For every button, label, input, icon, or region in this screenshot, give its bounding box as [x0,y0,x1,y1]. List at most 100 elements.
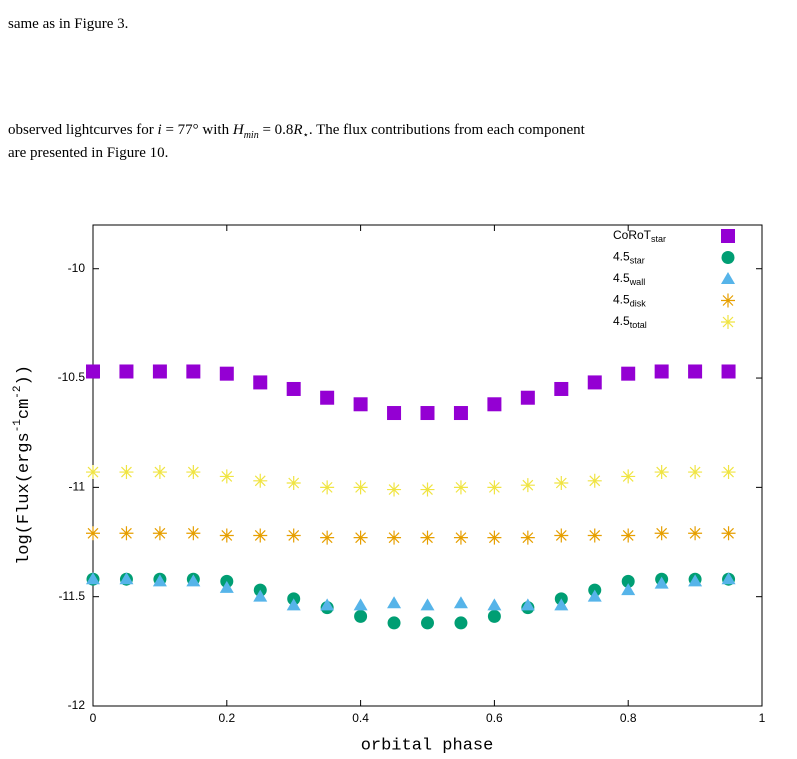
square-marker [152,364,167,379]
circle-marker [487,609,501,623]
legend-marker [721,229,735,243]
asterisk-marker [219,528,234,543]
asterisk-marker [387,530,402,545]
square-marker [86,364,100,379]
asterisk-marker [520,478,535,493]
legend-name: 4.5 [613,271,630,285]
circle-marker [454,616,468,630]
triangle-marker [152,574,167,587]
x-axis-label: orbital phase [361,736,494,755]
square-marker [621,366,636,381]
asterisk-marker [587,528,602,543]
circle-marker [387,616,401,630]
square-marker [420,406,435,421]
triangle-marker [353,598,368,611]
triangle-marker [86,572,100,585]
math-sub: ⋆ [302,130,309,141]
legend-name: 4.5 [613,293,630,307]
legend-name: 4.5 [613,314,630,328]
asterisk-marker [487,530,502,545]
square-marker [186,364,201,379]
square-marker [353,397,368,412]
asterisk-marker [286,475,301,490]
square-marker [219,366,234,381]
y-tick-label: -10.5 [58,370,86,384]
square-marker [487,397,502,412]
asterisk-marker [387,482,402,497]
y-tick-label: -10 [68,261,86,275]
circle-marker [621,574,635,588]
asterisk-marker [119,526,134,541]
square-marker [387,406,402,421]
asterisk-marker [621,469,636,484]
square-marker [320,390,335,405]
asterisk-marker [453,530,468,545]
math: min [243,130,259,141]
legend-sub: total [630,320,647,330]
asterisk-marker [654,526,669,541]
triangle-marker [487,598,502,611]
legend-name: 4.5 [613,250,630,264]
asterisk-marker [554,528,569,543]
asterisk-marker [520,530,535,545]
triangle-marker [520,598,535,611]
asterisk-marker [186,465,201,480]
triangle-marker [286,598,301,611]
y-tick-label: -11 [69,480,86,494]
asterisk-marker [286,528,301,543]
circle-marker [354,609,368,623]
paragraph-line: observed lightcurves for i = 77° with Hm… [8,122,585,141]
asterisk-marker [688,526,703,541]
asterisk-marker [554,475,569,490]
circle-marker [421,616,434,630]
x-tick-label: 0.2 [218,711,235,725]
legend-marker [721,272,735,284]
asterisk-marker [353,530,368,545]
asterisk-marker [621,528,636,543]
asterisk-marker [119,465,134,480]
square-marker [253,375,268,390]
legend-marker [721,293,735,308]
asterisk-marker [253,528,268,543]
math: i [157,122,162,138]
x-tick-label: 0 [90,711,97,725]
square-marker [654,364,669,379]
square-marker [286,381,301,396]
asterisk-marker [86,465,100,480]
asterisk-marker [253,473,268,488]
label-part: cm [15,399,34,419]
x-tick-label: 1 [759,711,766,725]
label-sup: -1 [12,419,24,433]
legend-marker [721,315,735,329]
triangle-marker [219,580,234,593]
square-marker [554,381,569,396]
triangle-marker [621,583,636,596]
square-marker [688,364,703,379]
asterisk-marker [487,480,502,495]
asterisk-marker [654,465,669,480]
legend-name: CoRoT [613,228,652,242]
legend-label: 4.5total [613,314,647,330]
legend-marker [721,251,735,264]
caption-text: same as in Figure 3. [8,16,129,32]
square-marker [587,375,602,390]
math: R [293,122,303,138]
x-tick-label: 0.4 [352,711,369,725]
asterisk-marker [152,465,167,480]
triangle-marker [721,572,736,585]
square-marker [119,364,134,379]
asterisk-marker [721,526,736,541]
triangle-marker [186,574,201,587]
asterisk-marker [86,526,100,541]
square-marker [520,390,535,405]
triangle-marker [320,598,335,611]
asterisk-marker [320,480,335,495]
legend-label: CoRoTstar [613,228,666,244]
square-marker [453,406,468,421]
paragraph-line: are presented in Figure 10. [8,145,169,161]
legend-label: 4.5star [613,250,645,266]
label-part: log(Flux(ergs [15,432,34,565]
y-tick-label: -12 [68,698,86,712]
